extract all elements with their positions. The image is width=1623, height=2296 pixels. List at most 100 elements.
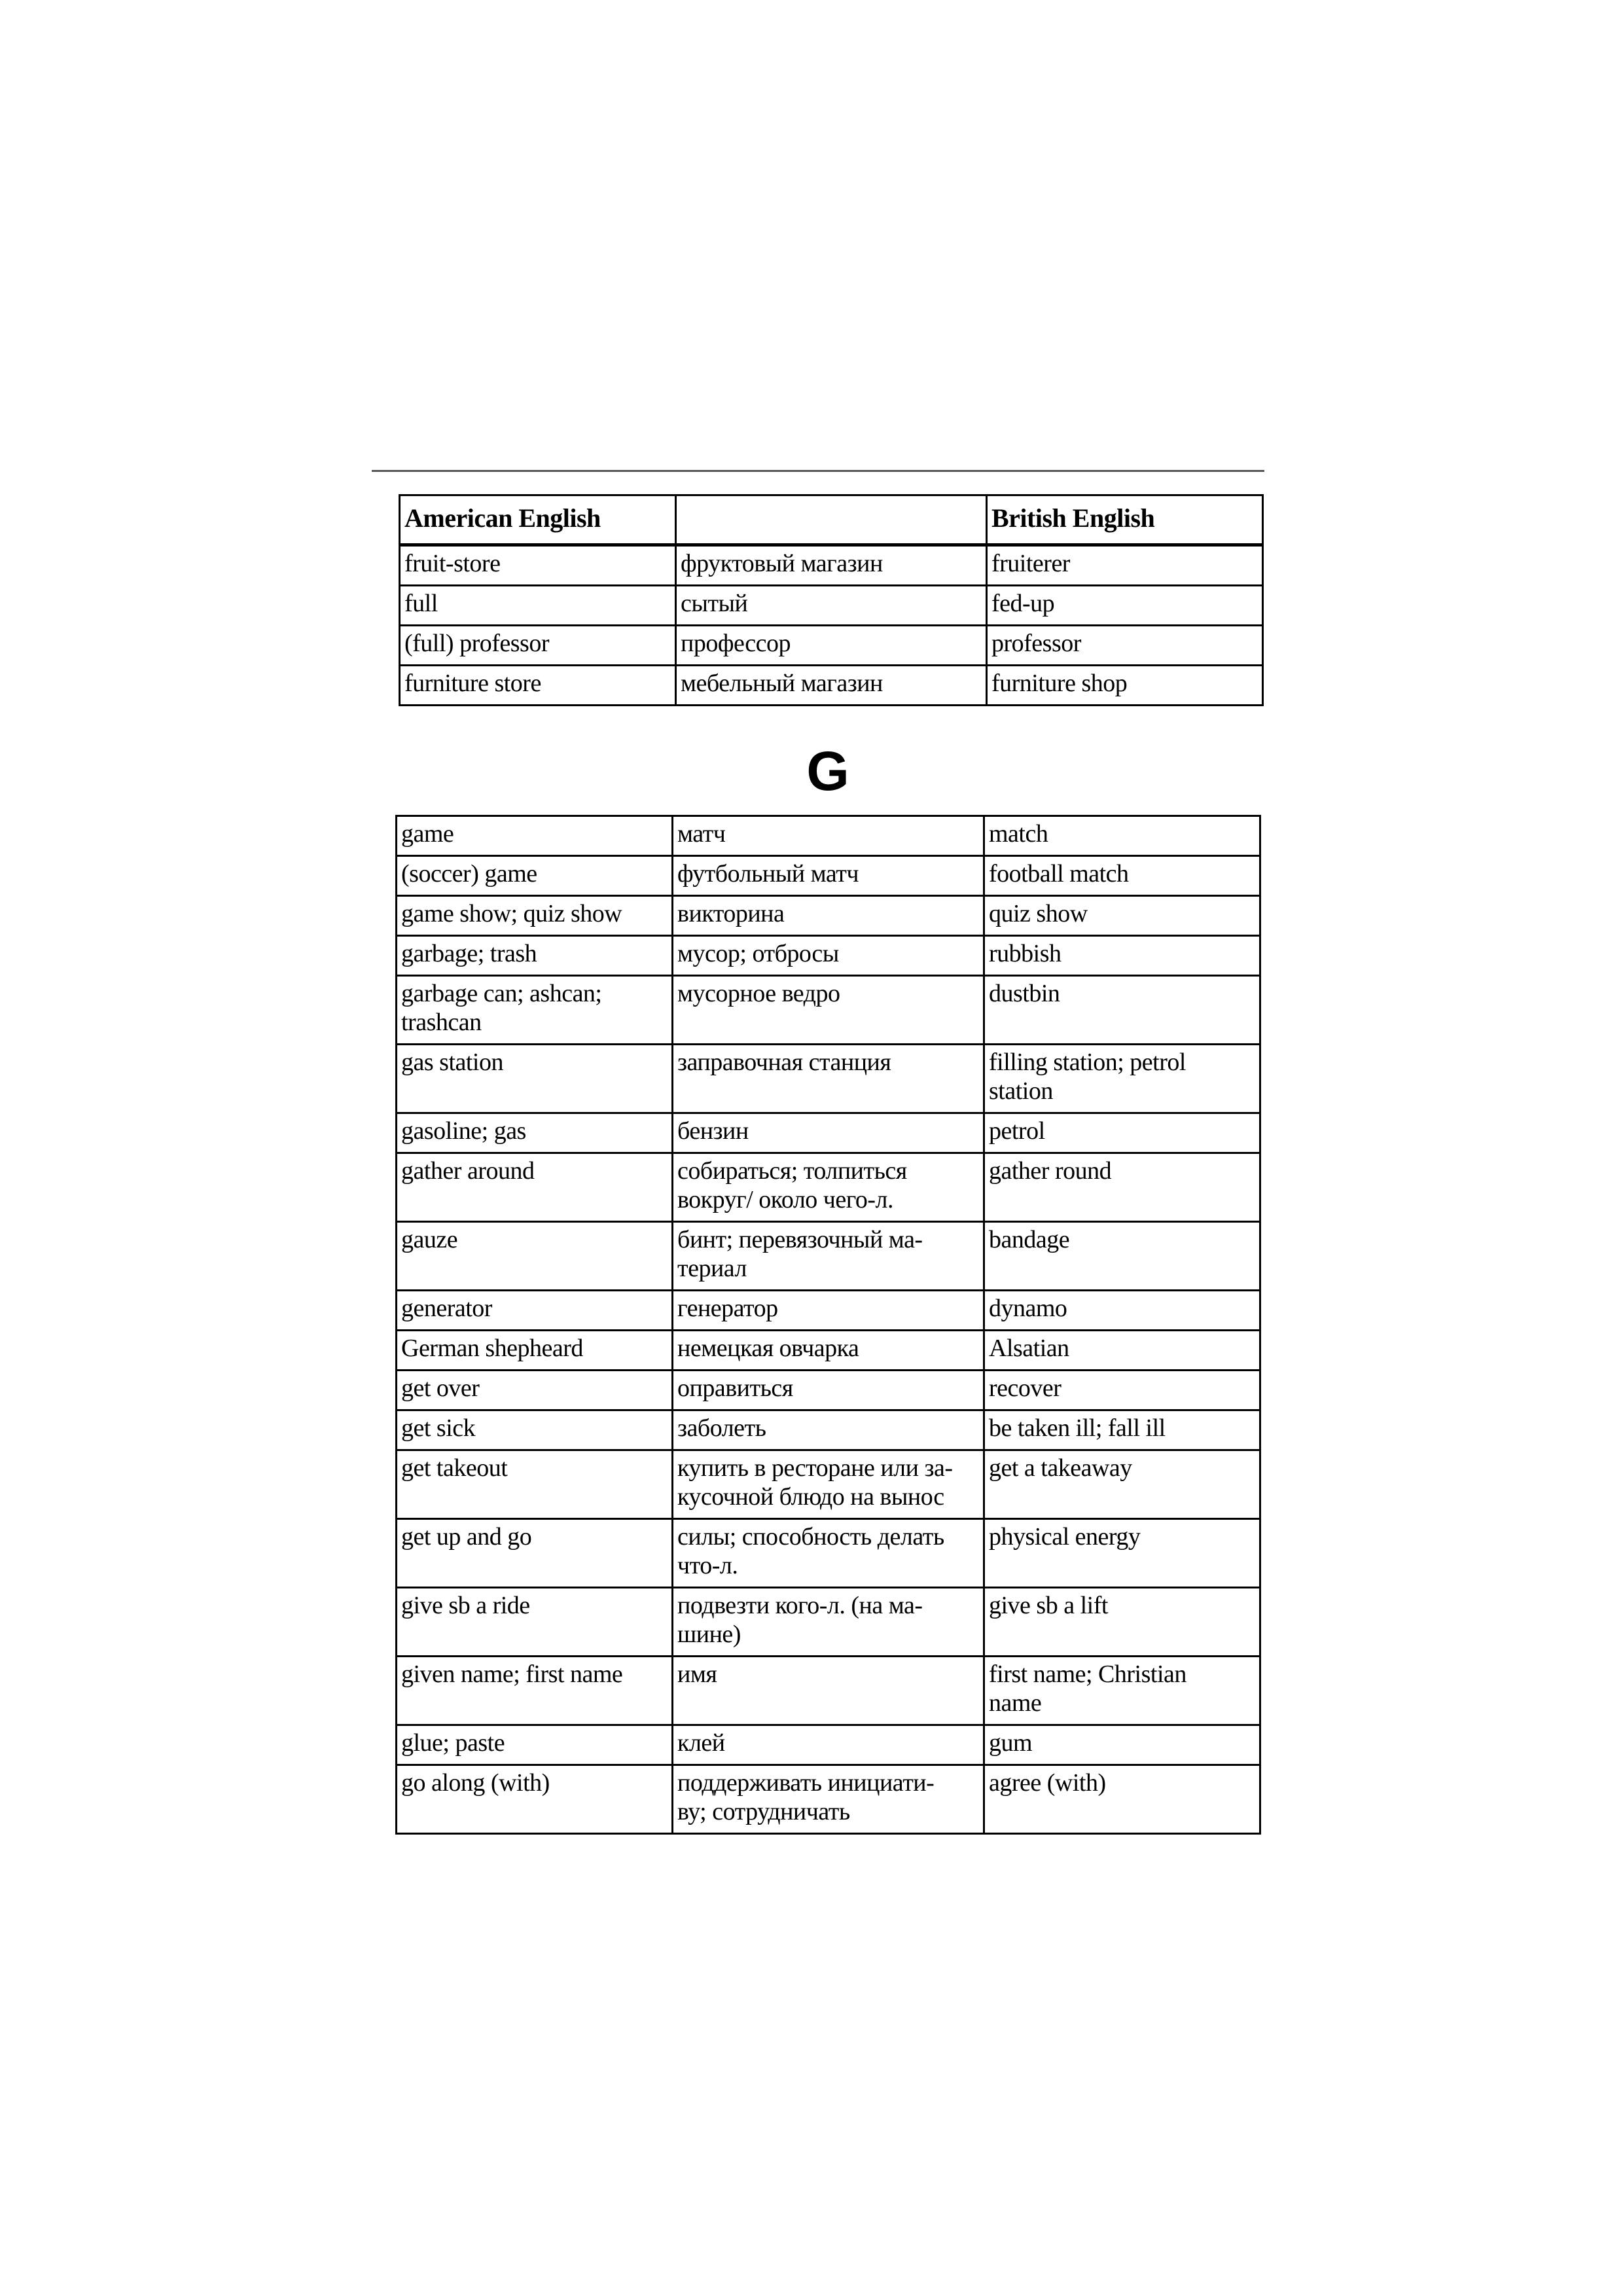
table-row: furniture store мебельный магазин furnitur…	[399, 664, 1264, 706]
header-american-english: American English	[399, 494, 677, 547]
american-english-cell: game	[395, 815, 673, 857]
table-row: German shepheard немецкая овчарка Alsatian	[395, 1329, 1261, 1371]
top-vocabulary-table: American English British English fruit-sto…	[399, 494, 1264, 706]
american-english-cell: generator	[395, 1289, 673, 1331]
russian-translation-cell: оправиться	[671, 1369, 985, 1411]
russian-translation-cell: матч	[671, 815, 985, 857]
section-letter: G	[806, 740, 849, 802]
american-english-cell: get up and go	[395, 1518, 673, 1588]
american-english-cell: garbage; trash	[395, 935, 673, 977]
russian-translation-cell: генератор	[671, 1289, 985, 1331]
table-row: game матч match	[395, 815, 1261, 857]
american-english-cell: give sb a ride	[395, 1587, 673, 1657]
table-row: gasoline; gas бензин petrol	[395, 1112, 1261, 1154]
american-english-cell: go along (with)	[395, 1764, 673, 1835]
table-row: get over оправиться recover	[395, 1369, 1261, 1411]
table-row: (soccer) game футбольный матч football mat…	[395, 855, 1261, 897]
russian-translation-cell: викторина	[671, 895, 985, 937]
table-row: full сытый fed-up	[399, 584, 1264, 626]
american-english-cell: full	[399, 584, 677, 626]
british-english-cell: be taken ill; fall ill	[983, 1409, 1261, 1451]
british-english-cell: agree (with)	[983, 1764, 1261, 1835]
table-row: give sb a ride подвезти кого-л. (на ма- ш…	[395, 1587, 1261, 1657]
header-rule	[372, 470, 1264, 472]
table-row: get up and go силы; способность делать чт…	[395, 1518, 1261, 1588]
table-row: garbage can; ashcan; trashcan мусорное ве…	[395, 975, 1261, 1045]
british-english-cell: gather round	[983, 1152, 1261, 1223]
table-row: gas station заправочная станция filling st…	[395, 1043, 1261, 1114]
header-british-english: British English	[986, 494, 1264, 547]
russian-translation-cell: профессор	[675, 624, 988, 666]
russian-translation-cell: поддерживать инициати- ву; сотрудничать	[671, 1764, 985, 1835]
table-row: generator генератор dynamo	[395, 1289, 1261, 1331]
american-english-cell: (full) professor	[399, 624, 677, 666]
british-english-cell: match	[983, 815, 1261, 857]
british-english-cell: dynamo	[983, 1289, 1261, 1331]
british-english-cell: petrol	[983, 1112, 1261, 1154]
american-english-cell: gather around	[395, 1152, 673, 1223]
russian-translation-cell: купить в ресторане или за- кусочной блюд…	[671, 1449, 985, 1520]
table-row: fruit-store фруктовый магазин fruiterer	[399, 544, 1264, 586]
british-english-cell: Alsatian	[983, 1329, 1261, 1371]
russian-translation-cell: немецкая овчарка	[671, 1329, 985, 1371]
table-row: get takeout купить в ресторане или за- ку…	[395, 1449, 1261, 1520]
british-english-cell: gum	[983, 1724, 1261, 1766]
british-english-cell: bandage	[983, 1221, 1261, 1291]
british-english-cell: filling station; petrol station	[983, 1043, 1261, 1114]
russian-translation-cell: имя	[671, 1655, 985, 1726]
british-english-cell: furniture shop	[986, 664, 1264, 706]
russian-translation-cell: собираться; толпиться вокруг/ около чего…	[671, 1152, 985, 1223]
british-english-cell: physical energy	[983, 1518, 1261, 1588]
american-english-cell: gasoline; gas	[395, 1112, 673, 1154]
american-english-cell: get sick	[395, 1409, 673, 1451]
russian-translation-cell: бензин	[671, 1112, 985, 1154]
table-row: gauze бинт; перевязочный ма- териал bandag…	[395, 1221, 1261, 1291]
table-row: go along (with) поддерживать инициати- ву…	[395, 1764, 1261, 1835]
russian-translation-cell: мебельный магазин	[675, 664, 988, 706]
russian-translation-cell: силы; способность делать что-л.	[671, 1518, 985, 1588]
american-english-cell: German shepheard	[395, 1329, 673, 1371]
american-english-cell: get takeout	[395, 1449, 673, 1520]
british-english-cell: professor	[986, 624, 1264, 666]
british-english-cell: quiz show	[983, 895, 1261, 937]
header-russian	[675, 494, 988, 547]
american-english-cell: furniture store	[399, 664, 677, 706]
russian-translation-cell: подвезти кого-л. (на ма- шине)	[671, 1587, 985, 1657]
russian-translation-cell: мусорное ведро	[671, 975, 985, 1045]
header-row: American English British English	[399, 494, 1264, 547]
american-english-cell: gauze	[395, 1221, 673, 1291]
g-vocabulary-table: game матч match (soccer) game футбольный мат…	[395, 815, 1261, 1835]
russian-translation-cell: футбольный матч	[671, 855, 985, 897]
russian-translation-cell: заболеть	[671, 1409, 985, 1451]
british-english-cell: give sb a lift	[983, 1587, 1261, 1657]
british-english-cell: get a takeaway	[983, 1449, 1261, 1520]
russian-translation-cell: бинт; перевязочный ма- териал	[671, 1221, 985, 1291]
british-english-cell: fruiterer	[986, 544, 1264, 586]
american-english-cell: gas station	[395, 1043, 673, 1114]
table-row: given name; first name имя first name; Chr…	[395, 1655, 1261, 1726]
russian-translation-cell: фруктовый магазин	[675, 544, 988, 586]
table-row: glue; paste клей gum	[395, 1724, 1261, 1766]
american-english-cell: given name; first name	[395, 1655, 673, 1726]
russian-translation-cell: клей	[671, 1724, 985, 1766]
american-english-cell: game show; quiz show	[395, 895, 673, 937]
american-english-cell: garbage can; ashcan; trashcan	[395, 975, 673, 1045]
british-english-cell: rubbish	[983, 935, 1261, 977]
american-english-cell: fruit-store	[399, 544, 677, 586]
table-row: gather around собираться; толпиться вокру…	[395, 1152, 1261, 1223]
british-english-cell: fed-up	[986, 584, 1264, 626]
russian-translation-cell: мусор; отбросы	[671, 935, 985, 977]
british-english-cell: football match	[983, 855, 1261, 897]
table-row: get sick заболеть be taken ill; fall ill	[395, 1409, 1261, 1451]
russian-translation-cell: сытый	[675, 584, 988, 626]
table-row: (full) professor профессор professor	[399, 624, 1264, 666]
american-english-cell: (soccer) game	[395, 855, 673, 897]
russian-translation-cell: заправочная станция	[671, 1043, 985, 1114]
american-english-cell: get over	[395, 1369, 673, 1411]
british-english-cell: dustbin	[983, 975, 1261, 1045]
table-row: garbage; trash мусор; отбросы rubbish	[395, 935, 1261, 977]
table-row: game show; quiz show викторина quiz show	[395, 895, 1261, 937]
american-english-cell: glue; paste	[395, 1724, 673, 1766]
british-english-cell: recover	[983, 1369, 1261, 1411]
british-english-cell: first name; Christian name	[983, 1655, 1261, 1726]
